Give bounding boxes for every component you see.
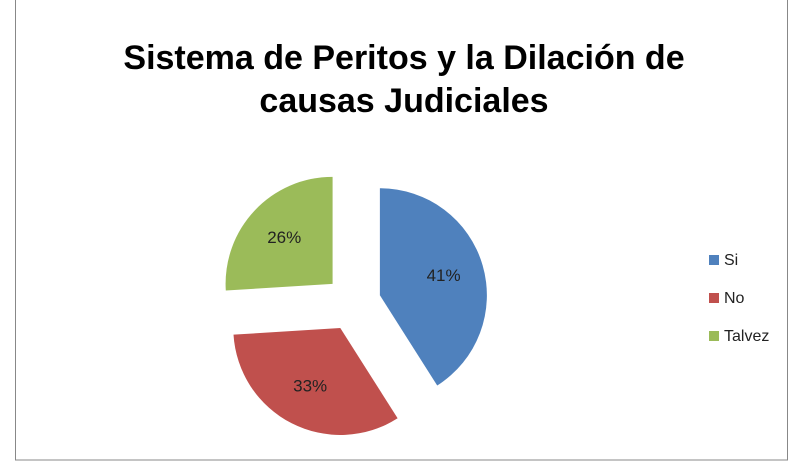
legend-label: No [724, 290, 745, 307]
pie-slice [233, 327, 398, 435]
legend-label: Si [724, 252, 738, 269]
data-label: 41% [427, 266, 461, 285]
data-label: 26% [267, 228, 301, 247]
data-label: 33% [293, 377, 327, 396]
legend-swatch [709, 293, 719, 303]
legend-swatch [709, 331, 719, 341]
pie-slice [225, 176, 333, 291]
legend-label: Talvez [724, 328, 769, 345]
pie-slice [379, 188, 487, 386]
legend-swatch [709, 255, 719, 265]
chart-title: Sistema de Peritos y la Dilación de [123, 39, 684, 77]
chart-title: causas Judiciales [259, 82, 548, 120]
